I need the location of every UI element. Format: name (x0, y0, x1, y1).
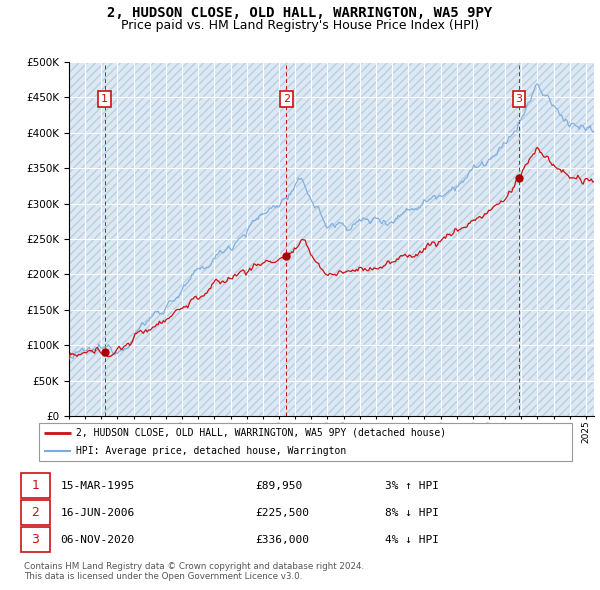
FancyBboxPatch shape (21, 527, 50, 552)
Text: £89,950: £89,950 (255, 481, 302, 491)
Text: Price paid vs. HM Land Registry's House Price Index (HPI): Price paid vs. HM Land Registry's House … (121, 19, 479, 32)
Text: Contains HM Land Registry data © Crown copyright and database right 2024.
This d: Contains HM Land Registry data © Crown c… (24, 562, 364, 581)
Text: 06-NOV-2020: 06-NOV-2020 (60, 535, 134, 545)
Text: £336,000: £336,000 (255, 535, 309, 545)
Text: 16-JUN-2006: 16-JUN-2006 (60, 508, 134, 517)
Text: 2, HUDSON CLOSE, OLD HALL, WARRINGTON, WA5 9PY: 2, HUDSON CLOSE, OLD HALL, WARRINGTON, W… (107, 6, 493, 20)
Text: 3: 3 (515, 94, 523, 104)
Text: HPI: Average price, detached house, Warrington: HPI: Average price, detached house, Warr… (77, 446, 347, 456)
Text: £225,500: £225,500 (255, 508, 309, 517)
Text: 8% ↓ HPI: 8% ↓ HPI (385, 508, 439, 517)
Text: 4% ↓ HPI: 4% ↓ HPI (385, 535, 439, 545)
Text: 1: 1 (32, 479, 40, 492)
Text: 3: 3 (32, 533, 40, 546)
Text: 2, HUDSON CLOSE, OLD HALL, WARRINGTON, WA5 9PY (detached house): 2, HUDSON CLOSE, OLD HALL, WARRINGTON, W… (77, 428, 446, 438)
FancyBboxPatch shape (21, 473, 50, 499)
Text: 1: 1 (101, 94, 108, 104)
Text: 2: 2 (32, 506, 40, 519)
Text: 3% ↑ HPI: 3% ↑ HPI (385, 481, 439, 491)
Text: 2: 2 (283, 94, 290, 104)
FancyBboxPatch shape (39, 423, 572, 461)
FancyBboxPatch shape (21, 500, 50, 525)
Text: 15-MAR-1995: 15-MAR-1995 (60, 481, 134, 491)
